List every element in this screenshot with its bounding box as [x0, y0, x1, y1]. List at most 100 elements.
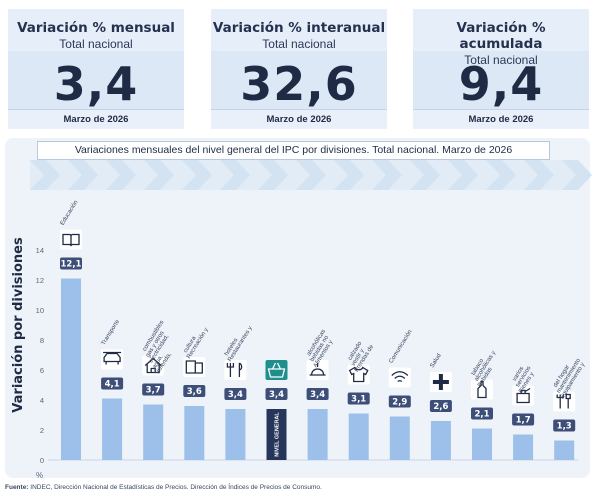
value-label: 3,1: [351, 395, 366, 405]
y-tick-label: 4: [40, 396, 44, 405]
bar: [143, 404, 164, 460]
house-icon: [144, 357, 162, 374]
value-label: 4,1: [105, 380, 120, 390]
bar-group: 2,6 Salud: [430, 353, 452, 460]
value-label-box: [388, 395, 411, 408]
chevron-shape: [448, 160, 478, 190]
kpi-date: Marzo de 2026: [413, 109, 589, 129]
kpi-subtitle: Total nacional: [262, 37, 336, 51]
kpi-value: 9,4: [458, 57, 544, 111]
icon-box: [183, 357, 206, 377]
chevron-shape: [106, 160, 136, 190]
value-label: 1,3: [557, 422, 572, 432]
chevron-shape: [68, 160, 98, 190]
value-label: 3,6: [187, 387, 202, 397]
chevron-shape: [296, 160, 326, 190]
kpi-subtitle: Total nacional: [59, 37, 133, 51]
value-label: 3,4: [269, 390, 284, 400]
bar: [266, 409, 287, 460]
category-label: Transporte: [101, 318, 122, 346]
value-label-box: [265, 388, 288, 400]
value-label-box: [429, 400, 452, 412]
value-label: 12,1: [61, 260, 82, 270]
kpi-card-cumulative: Variación % acumulada Total nacional 9,4…: [413, 9, 589, 129]
kpi-title: Variación % interanual: [212, 20, 386, 36]
kpi-header: Variación % interanual Total nacional: [211, 9, 387, 51]
y-tick-label: 2: [40, 426, 44, 435]
kpi-card-interannual: Variación % interanual Total nacional 32…: [211, 9, 387, 129]
chart-title: Variaciones mensuales del nivel general …: [37, 141, 550, 160]
y-tick-label: 10: [36, 306, 44, 315]
icon-box: [265, 360, 288, 380]
value-label-box: [471, 407, 493, 420]
kpi-date: Marzo de 2026: [211, 109, 387, 129]
bar: [554, 440, 575, 460]
value-label: 3,7: [146, 386, 161, 396]
bar: [513, 434, 534, 460]
value-label: 2,1: [474, 410, 489, 420]
bar: [225, 409, 246, 460]
value-label: 3,4: [228, 390, 243, 400]
bar: [307, 409, 328, 460]
value-label-box: [142, 383, 165, 396]
food-icon: [309, 363, 326, 376]
kpi-subtitle: Total nacional: [464, 53, 538, 67]
bar: [348, 413, 369, 460]
value-label-box: [347, 392, 370, 405]
kpi-header: Variación % mensual Total nacional: [8, 9, 184, 51]
value-label-box: [553, 419, 576, 432]
bar: [472, 428, 492, 460]
decorative-band: [30, 160, 592, 190]
y-tick-label: 14: [36, 246, 44, 255]
value-label-box: [512, 413, 535, 426]
book-icon: [62, 233, 80, 247]
value-label: 3,4: [310, 390, 325, 400]
value-label: 2,6: [433, 402, 448, 412]
car-icon: [103, 351, 122, 365]
cross-icon: [432, 374, 449, 390]
perfume-icon: [516, 387, 531, 404]
basket-icon: [267, 362, 286, 378]
y-tick-label: 6: [40, 366, 44, 375]
chevron-shape: [486, 160, 516, 190]
bar-highlight-label: NIVEL GENERAL: [275, 412, 281, 457]
y-tick-label: 0: [40, 456, 44, 465]
wifi-icon: [391, 371, 409, 383]
chevron-shape: [372, 160, 402, 190]
bar-group: 4,1 Transporte: [101, 318, 124, 460]
bar-group: 12,1 Educación: [60, 200, 82, 460]
icon-box: [388, 367, 411, 388]
tools-icon: [556, 393, 571, 409]
chevron-shape: [220, 160, 250, 190]
value-label: 1,7: [516, 416, 531, 426]
bar-group: NIVEL GENERAL 3,4: [265, 360, 288, 460]
chevron-shape: [524, 160, 554, 190]
source-text: INDEC, Dirección Nacional de Estadística…: [30, 484, 322, 491]
chevron-shape: [334, 160, 364, 190]
value-label-box: [224, 388, 247, 400]
kpi-date: Marzo de 2026: [8, 109, 184, 129]
bar: [430, 421, 451, 460]
icon-box: [471, 379, 493, 400]
tickets-icon: [185, 360, 203, 374]
shirt-icon: [348, 366, 369, 383]
value-label-box: [183, 385, 206, 397]
bar: [102, 398, 123, 460]
chevron-shape: [410, 160, 440, 190]
category-label: Salud: [430, 353, 443, 369]
bar: [61, 278, 81, 460]
value-label-box: [60, 257, 82, 270]
source-label: Fuente:: [5, 484, 29, 491]
kpi-title: Variación % mensual: [17, 20, 175, 36]
bar: [389, 416, 410, 460]
bottle-icon: [477, 380, 487, 399]
cutlery-icon: [226, 362, 243, 377]
y-tick-label: 12: [36, 276, 44, 285]
y-tick-label: 8: [40, 336, 44, 345]
kpi-card-monthly: Variación % mensual Total nacional 3,4 M…: [8, 9, 184, 129]
category-label: Educación: [60, 200, 80, 227]
